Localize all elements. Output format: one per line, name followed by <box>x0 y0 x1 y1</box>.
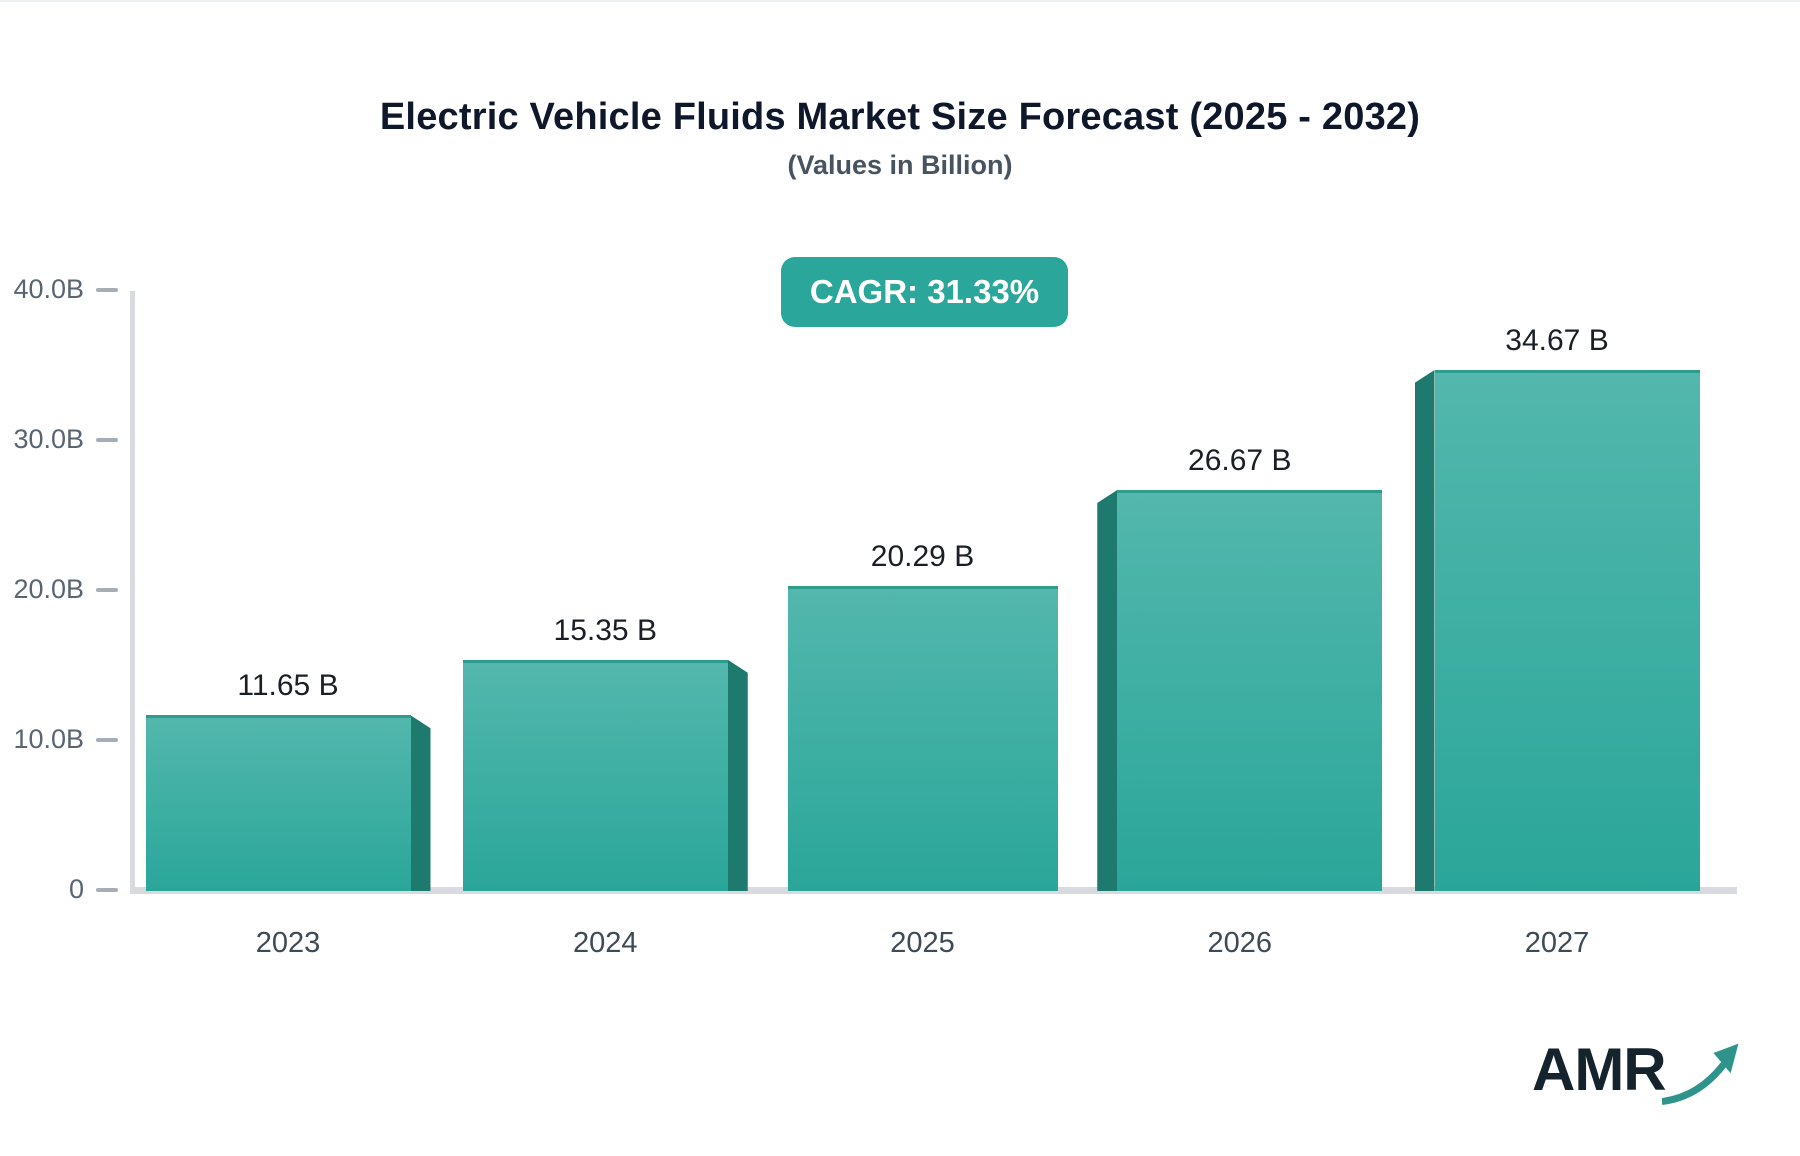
chart-subtitle: (Values in Billion) <box>787 150 1013 180</box>
y-tick-label: 20.0B <box>13 574 84 604</box>
bar <box>145 715 411 891</box>
bar <box>462 659 728 891</box>
bar <box>1117 489 1383 891</box>
y-tick-dash <box>96 588 118 592</box>
y-tick-dash <box>96 888 118 892</box>
cagr-badge: CAGR: 31.33% <box>781 257 1068 327</box>
chart-title: Electric Vehicle Fluids Market Size Fore… <box>379 96 1421 138</box>
growth-arrow-icon <box>1661 1043 1739 1105</box>
x-axis-label: 2027 <box>1524 927 1590 959</box>
x-axis-label: 2025 <box>890 927 955 959</box>
amr-logo-text: AMR <box>1532 1036 1667 1103</box>
y-tick-dash <box>96 288 118 292</box>
bar-side-face <box>1414 369 1435 891</box>
y-tick-label: 10.0B <box>13 724 84 754</box>
bar-value-label: 34.67 B <box>1505 323 1609 357</box>
bar <box>787 585 1058 891</box>
y-tick-dash <box>96 438 118 442</box>
bar-value-label: 20.29 B <box>870 539 975 573</box>
x-axis-label: 2024 <box>572 927 638 959</box>
amr-logo: AMR <box>1532 1040 1740 1106</box>
y-tick-dash <box>96 738 118 742</box>
y-axis-line <box>130 291 135 891</box>
bar-value-label: 26.67 B <box>1188 443 1292 477</box>
bar <box>1434 369 1700 891</box>
bar-side-face <box>410 715 431 891</box>
y-tick-label: 30.0B <box>13 424 84 454</box>
bar-side-face <box>727 659 748 891</box>
y-tick-label: 0 <box>68 874 84 904</box>
y-tick-label: 40.0B <box>13 274 84 304</box>
bar-value-label: 11.65 B <box>237 669 339 703</box>
bar-side-face <box>1097 489 1118 891</box>
bar-value-label: 15.35 B <box>553 613 657 647</box>
x-axis-label: 2023 <box>255 927 321 959</box>
x-axis-label: 2026 <box>1207 927 1272 959</box>
